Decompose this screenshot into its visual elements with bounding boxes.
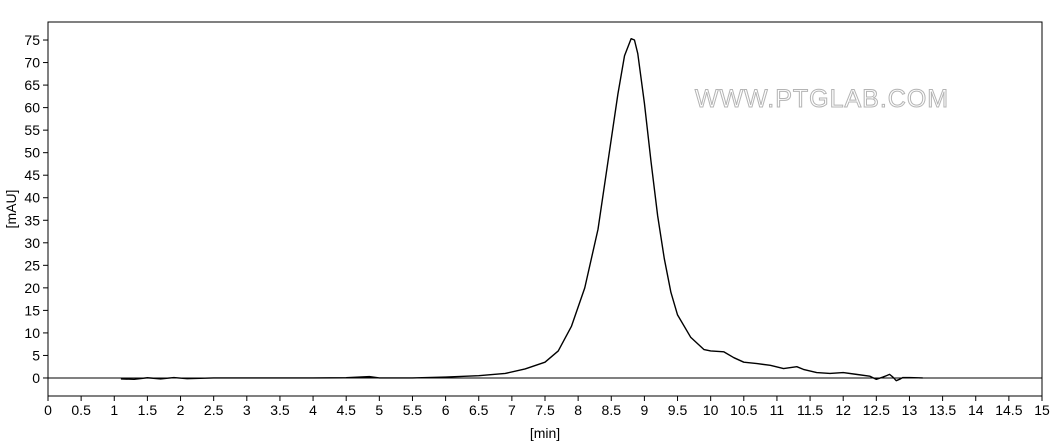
x-tick-label: 6.5	[469, 402, 489, 418]
x-tick-label: 4.5	[336, 402, 356, 418]
x-tick-label: 11	[770, 402, 785, 418]
x-tick-label: 3	[243, 402, 251, 418]
y-tick-label: 65	[24, 77, 40, 93]
x-tick-label: 3.5	[270, 402, 290, 418]
x-tick-label: 12	[835, 402, 851, 418]
signal-trace	[120, 37, 923, 382]
y-tick-label: 40	[24, 190, 40, 206]
x-tick-label: 0	[44, 402, 52, 418]
watermark: WWW.PTGLAB.COM	[695, 85, 949, 113]
x-tick-label: 10	[703, 402, 719, 418]
x-tick-label: 7.5	[535, 402, 555, 418]
y-tick-label: 5	[32, 347, 40, 363]
x-tick-label: 9	[641, 402, 649, 418]
y-tick-label: 10	[24, 325, 40, 341]
y-tick-label: 35	[24, 212, 40, 228]
plot-frame	[47, 21, 1043, 397]
x-tick-label: 4	[309, 402, 317, 418]
y-axis-title: [mAU]	[3, 190, 19, 229]
y-tick-label: 25	[24, 257, 40, 273]
x-tick-label: 2.5	[204, 402, 224, 418]
x-tick-label: 1	[110, 402, 118, 418]
y-tick-label: 0	[32, 370, 40, 386]
x-tick-label: 8	[574, 402, 582, 418]
x-tick-label: 12.5	[863, 402, 890, 418]
y-axis: 0 5 10 15 20 25 30 35 40 45 50 55 60 65 70 75	[24, 32, 48, 386]
x-tick-label: 14	[968, 402, 984, 418]
x-tick-label: 2	[177, 402, 185, 418]
x-tick-label: 9.5	[668, 402, 688, 418]
x-tick-label: 0.5	[71, 402, 91, 418]
x-tick-label: 10.5	[730, 402, 757, 418]
y-tick-label: 70	[24, 55, 40, 71]
y-tick-label: 15	[24, 302, 40, 318]
x-tick-label: 11.5	[797, 402, 823, 418]
y-tick-label: 75	[24, 32, 40, 48]
x-tick-label: 5.5	[403, 402, 423, 418]
y-tick-label: 45	[24, 167, 40, 183]
x-axis: 0 0.5 1 1.5 2 2.5 3 3.5 4 4.5 5 5.5 6 6.5 7 7.5 8 8.5 9 9.5…	[44, 396, 1050, 418]
y-tick-label: 60	[24, 100, 40, 116]
y-tick-label: 55	[24, 122, 40, 138]
x-tick-label: 14.5	[995, 402, 1022, 418]
x-axis-title: [min]	[530, 425, 560, 441]
y-tick-label: 20	[24, 280, 40, 296]
x-tick-label: 7	[508, 402, 516, 418]
x-tick-label: 1.5	[138, 402, 158, 418]
x-tick-label: 5	[375, 402, 383, 418]
x-tick-label: 6	[442, 402, 450, 418]
y-tick-label: 50	[24, 145, 40, 161]
y-tick-label: 30	[24, 235, 40, 251]
x-tick-label: 15	[1034, 402, 1050, 418]
x-tick-label: 13.5	[929, 402, 956, 418]
x-tick-label: 13	[902, 402, 918, 418]
x-tick-label: 8.5	[602, 402, 622, 418]
